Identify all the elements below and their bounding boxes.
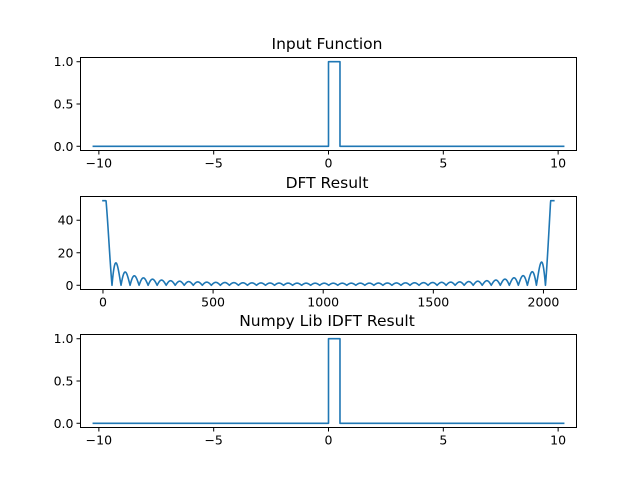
y-tick-label: 0.0 bbox=[54, 416, 74, 431]
y-tick-label: 0.5 bbox=[54, 97, 74, 112]
x-tick-label: 0 bbox=[325, 156, 333, 171]
y-tick-label: 1.0 bbox=[54, 54, 74, 69]
x-tick-label: 10 bbox=[550, 156, 566, 171]
x-tick-label: 1500 bbox=[417, 295, 449, 310]
x-axis: 0 500 1000 1500 2000 bbox=[99, 289, 560, 310]
x-tick-label: 2000 bbox=[528, 295, 560, 310]
y-tick-label: 0.5 bbox=[54, 374, 74, 389]
x-tick-label: 5 bbox=[439, 156, 447, 171]
x-tick-label: −5 bbox=[204, 433, 222, 448]
x-axis: −10 −5 0 5 10 bbox=[86, 150, 566, 171]
axes-frame bbox=[80, 196, 577, 290]
x-tick-label: −10 bbox=[86, 156, 112, 171]
series-line bbox=[92, 60, 565, 148]
y-tick-label: 40 bbox=[58, 213, 74, 228]
x-tick-label: 5 bbox=[439, 433, 447, 448]
y-axis: 0.0 0.5 1.0 bbox=[54, 54, 81, 154]
x-tick-label: −5 bbox=[204, 156, 222, 171]
x-axis: −10 −5 0 5 10 bbox=[86, 427, 566, 448]
x-tick-label: 10 bbox=[550, 433, 566, 448]
x-tick-label: 1000 bbox=[307, 295, 339, 310]
x-tick-label: −10 bbox=[86, 433, 112, 448]
subplot-title: Input Function bbox=[272, 35, 383, 53]
x-tick-label: 500 bbox=[201, 295, 225, 310]
subplot-title: DFT Result bbox=[286, 174, 369, 192]
y-axis: 0.0 0.5 1.0 bbox=[54, 331, 81, 431]
x-tick-label: 0 bbox=[99, 295, 107, 310]
y-tick-label: 20 bbox=[58, 245, 74, 260]
y-tick-label: 0 bbox=[66, 278, 74, 293]
y-axis: 0 20 40 bbox=[58, 213, 81, 293]
subplot-dft-result: DFT Result 0 500 1000 1500 2000 0 20 40 bbox=[58, 174, 577, 310]
y-tick-label: 0.0 bbox=[54, 139, 74, 154]
series-line bbox=[102, 199, 555, 287]
subplot-input-function: Input Function −10 −5 0 5 10 0.0 0.5 1.0 bbox=[54, 35, 577, 171]
y-tick-label: 1.0 bbox=[54, 331, 74, 346]
subplot-title: Numpy Lib IDFT Result bbox=[239, 312, 415, 330]
subplot-idft-result: Numpy Lib IDFT Result −10 −5 0 5 10 0.0 0.5 1.… bbox=[54, 312, 577, 448]
series-line bbox=[92, 337, 565, 425]
x-tick-label: 0 bbox=[325, 433, 333, 448]
